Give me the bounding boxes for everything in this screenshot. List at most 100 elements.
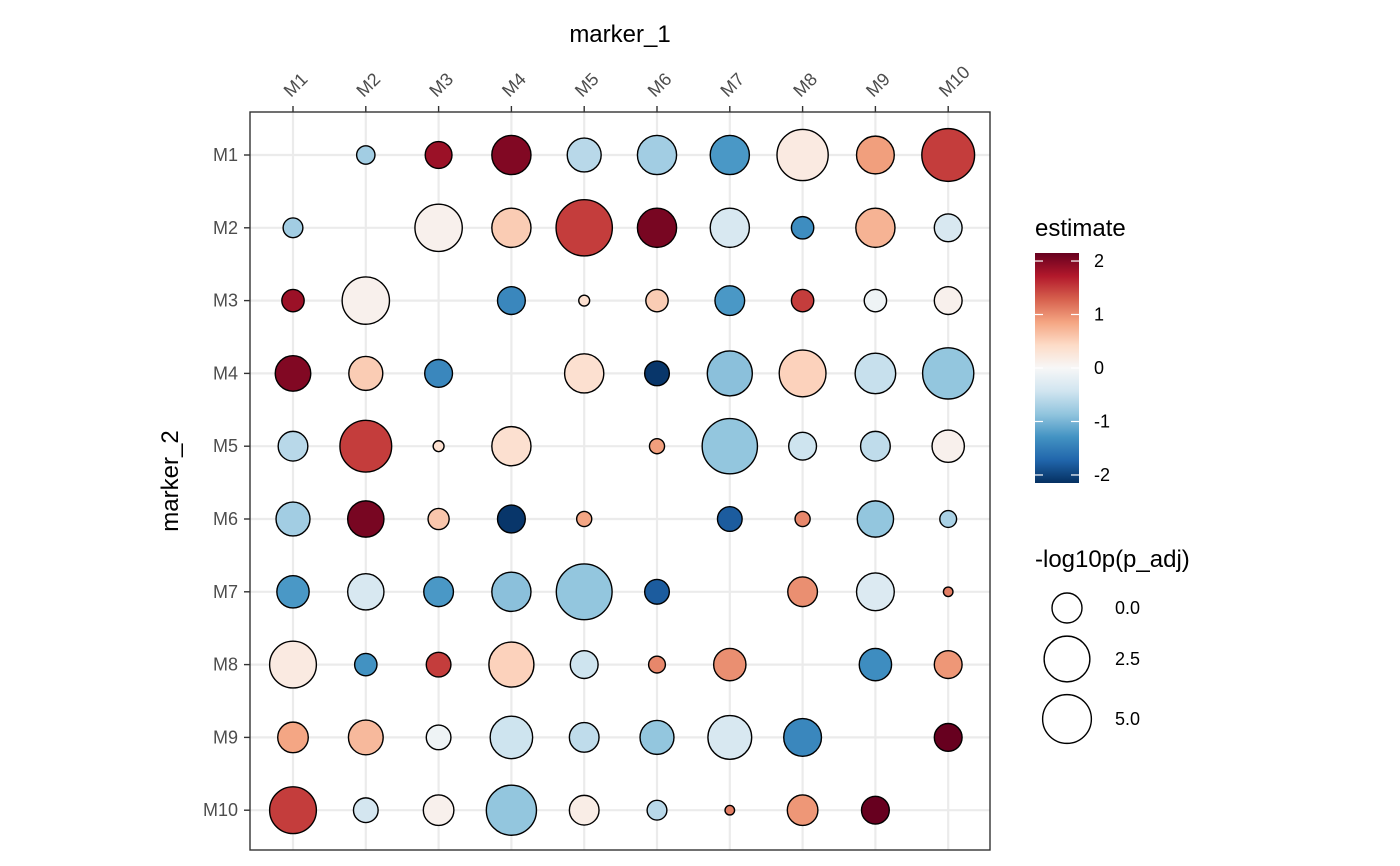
bubble-point <box>568 794 600 826</box>
bubble-point <box>855 572 895 612</box>
bubble-point <box>425 651 452 678</box>
size-legend-label: 2.5 <box>1115 649 1140 669</box>
bubble-point <box>569 650 599 680</box>
x-tick-label: M9 <box>862 69 894 101</box>
y-tick-label: M9 <box>213 727 238 747</box>
bubble-point <box>339 419 393 473</box>
bubble-point <box>427 507 450 531</box>
bubble-point <box>648 437 666 455</box>
bubble-point <box>776 128 829 182</box>
bubble-point <box>636 207 678 249</box>
bubble-point <box>352 797 379 824</box>
bubble-point <box>281 288 305 313</box>
size-legend-key <box>1043 635 1091 683</box>
size-legend-label: 5.0 <box>1115 709 1140 729</box>
color-legend-label: 2 <box>1094 251 1104 271</box>
bubble-point <box>347 719 384 756</box>
bubble-point <box>855 207 896 249</box>
bubble-point <box>268 640 318 689</box>
bubble-point <box>274 354 312 392</box>
x-tick-label: M7 <box>716 69 748 101</box>
bubble-point <box>714 285 746 317</box>
y-tick-label: M1 <box>213 145 238 165</box>
color-legend: estimate 2 1 0 -1 -2 <box>1035 215 1126 485</box>
color-legend-title: estimate <box>1035 215 1126 242</box>
bubble-point <box>647 655 667 674</box>
size-legend-title: -log10p(p_adj) <box>1035 546 1190 573</box>
bubble-point <box>933 286 963 316</box>
bubble-point <box>787 576 819 608</box>
panel-border <box>249 111 991 851</box>
bubble-point <box>353 652 378 677</box>
bubble-point <box>268 786 318 835</box>
y-axis-title: marker_2 <box>157 430 184 531</box>
color-legend-label: -1 <box>1094 411 1110 431</box>
size-legend-key <box>1041 693 1093 745</box>
bubble-point <box>933 722 963 752</box>
bubble-point <box>790 288 815 313</box>
bubble-point <box>646 799 668 821</box>
x-tick-label: M8 <box>789 69 821 101</box>
size-legend: -log10p(p_adj) 0.0 2.5 5.0 <box>1035 546 1190 745</box>
bubble-point <box>855 135 895 175</box>
size-legend-label: 0.0 <box>1115 598 1140 618</box>
bubble-point <box>707 714 753 760</box>
bubble-point <box>709 134 751 176</box>
bubble-point <box>282 217 304 239</box>
bubble-point <box>355 145 376 165</box>
x-tick-label: M6 <box>644 69 676 101</box>
y-tick-label: M2 <box>213 218 238 238</box>
bubble-point <box>933 650 963 680</box>
bubble-point <box>716 505 743 533</box>
bubble-point <box>414 203 463 253</box>
bubble-point <box>491 571 532 613</box>
bubble-point <box>921 127 976 183</box>
bubble-point <box>568 721 600 753</box>
bubble-point <box>921 347 975 400</box>
bubble-point <box>939 509 958 529</box>
y-tick-label: M7 <box>213 582 238 602</box>
bubble-point <box>348 355 384 392</box>
bubble-point <box>859 430 891 462</box>
bubble-point <box>422 794 455 827</box>
bubble-point <box>788 431 818 461</box>
bubble-point <box>860 795 890 825</box>
bubble-point <box>639 719 675 756</box>
bubble-point <box>578 294 591 307</box>
y-tick-label: M5 <box>213 436 238 456</box>
color-legend-label: 0 <box>1094 358 1104 378</box>
x-tick-label: M2 <box>352 69 384 101</box>
bubble-point <box>277 721 309 754</box>
bubble-point <box>942 586 954 598</box>
bubble-point <box>275 501 311 537</box>
bubble-point <box>778 349 827 398</box>
bubble-point <box>423 576 455 608</box>
bubble-point <box>491 134 532 176</box>
y-tick-label: M4 <box>213 363 238 383</box>
y-tick-label: M10 <box>203 800 238 820</box>
bubble-point <box>346 572 385 611</box>
x-tick-label: M3 <box>425 69 457 101</box>
bubble-point <box>856 500 895 538</box>
bubble-point <box>933 213 963 243</box>
bubble-point <box>701 417 759 475</box>
bubble-point <box>854 352 897 395</box>
bubble-point <box>432 440 445 453</box>
bubble-point <box>645 288 669 313</box>
bubble-point <box>790 215 815 240</box>
bubble-point <box>794 510 811 528</box>
bubble-point <box>786 794 819 827</box>
bubble-point <box>643 360 671 387</box>
bubble-point <box>485 784 538 836</box>
x-tick-label: M4 <box>498 69 530 101</box>
x-tick-label: M5 <box>571 69 603 101</box>
bubble-point <box>575 510 593 528</box>
bubble-point <box>489 715 534 760</box>
x-tick-label: M1 <box>280 69 312 101</box>
bubble-point <box>346 500 385 538</box>
bubble-point <box>636 134 678 176</box>
bubble-point <box>555 563 613 621</box>
y-tick-label: M8 <box>213 655 238 675</box>
size-legend-key <box>1051 592 1083 624</box>
